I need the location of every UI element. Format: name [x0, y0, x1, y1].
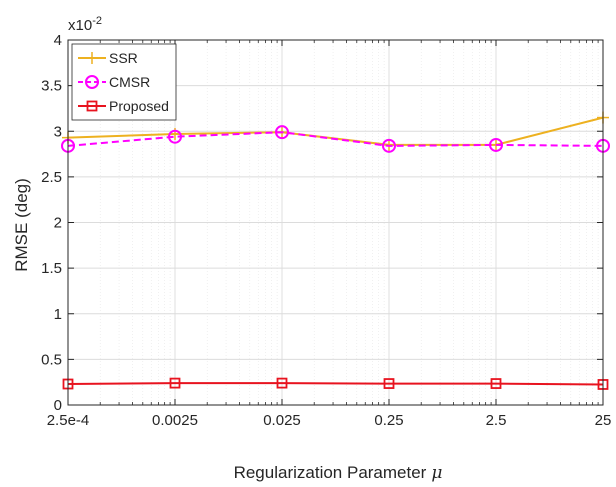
x-tick-label: 2.5 — [486, 412, 507, 429]
legend-label: SSR — [109, 50, 138, 66]
series-proposed — [62, 377, 609, 390]
series-layer — [61, 111, 610, 390]
y-tick-label: 0.5 — [41, 351, 62, 368]
y-multiplier-base: x10 — [68, 17, 92, 34]
x-tick-label: 0.25 — [374, 412, 403, 429]
x-axis-label-text: Regularization Parameter — [234, 463, 427, 482]
x-tick-label: 0.025 — [263, 412, 301, 429]
legend-marker — [85, 75, 99, 89]
y-tick-label: 3 — [54, 123, 62, 140]
axis-ticks — [67, 39, 604, 406]
y-tick-label: 1 — [54, 306, 62, 323]
x-axis-label: Regularization Parameter μ — [234, 463, 443, 483]
legend: SSR CMSR Proposed — [71, 43, 177, 121]
legend-label: CMSR — [109, 74, 150, 90]
y-multiplier: x10-2 — [68, 15, 102, 34]
y-axis-label: RMSE (deg) — [12, 178, 31, 272]
x-tick-label: 0.0025 — [152, 412, 198, 429]
data-point-cmsr — [275, 125, 289, 140]
data-point-cmsr — [382, 138, 396, 153]
series-line-cmsr — [67, 131, 604, 147]
y-tick-label: 2.5 — [41, 169, 62, 186]
data-point-cmsr — [168, 129, 182, 144]
legend-marker — [86, 100, 98, 112]
data-point-proposed — [383, 378, 395, 389]
y-tick-label: 1.5 — [41, 260, 62, 277]
x-axis-label-symbol: μ — [431, 463, 442, 483]
x-tick-label: 25 — [595, 412, 612, 429]
legend-label: Proposed — [109, 98, 169, 114]
y-tick-label: 3.5 — [41, 78, 62, 95]
series-cmsr — [61, 125, 610, 153]
y-tick-labels: 0 0.5 1 1.5 2 2.5 3 3.5 4 — [41, 32, 62, 414]
legend-item-proposed: Proposed — [78, 98, 169, 114]
y-tick-label: 4 — [54, 32, 62, 49]
legend-item-ssr: SSR — [78, 50, 138, 66]
data-point-cmsr — [489, 137, 503, 152]
series-line-proposed — [67, 382, 604, 386]
data-point-proposed — [169, 377, 181, 389]
data-point-proposed — [490, 378, 502, 389]
data-point-proposed — [276, 377, 288, 389]
y-multiplier-exponent: -2 — [92, 15, 102, 27]
x-tick-label: 2.5e-4 — [47, 412, 90, 429]
y-tick-label: 2 — [54, 215, 62, 232]
x-tick-labels: 2.5e-4 0.0025 0.025 0.25 2.5 25 — [47, 412, 612, 429]
legend-item-cmsr: CMSR — [78, 74, 150, 90]
y-tick-label: 0 — [54, 397, 62, 414]
